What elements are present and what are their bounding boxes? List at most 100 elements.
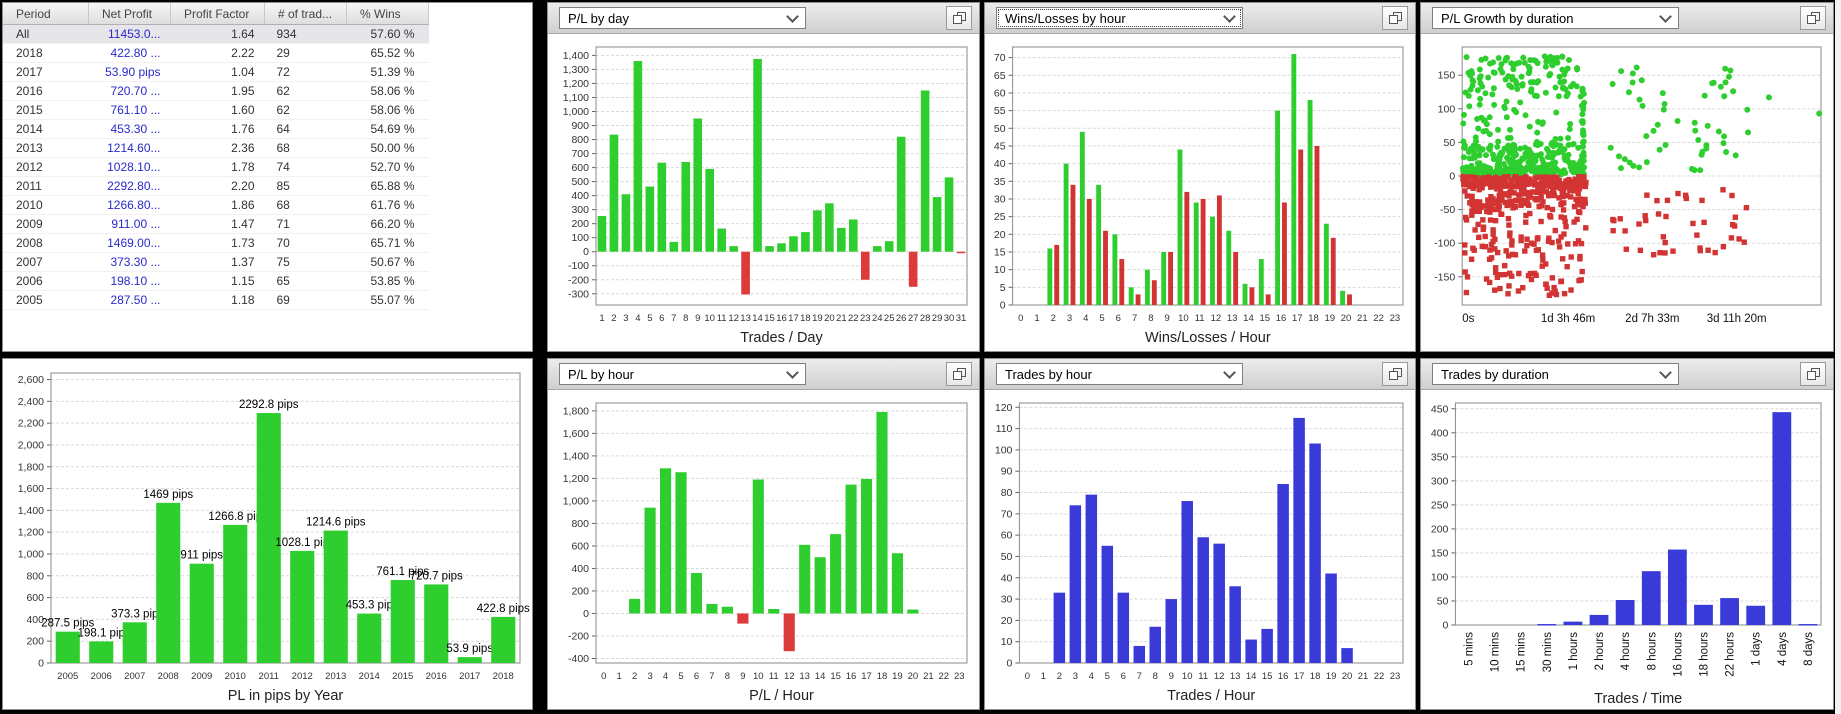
column-header[interactable]: Period <box>3 3 89 25</box>
svg-text:400: 400 <box>571 563 589 575</box>
column-header[interactable]: # of trad... <box>264 3 347 25</box>
svg-text:2010: 2010 <box>225 671 246 682</box>
svg-text:14: 14 <box>1246 671 1257 682</box>
svg-text:14: 14 <box>1243 313 1254 324</box>
table-row[interactable]: 2017 53.90 pips 1.04 72 51.39 % <box>3 62 429 82</box>
copy-chart-button[interactable] <box>1382 6 1408 30</box>
table-row[interactable]: 2013 1214.60... 2.36 68 50.00 % <box>3 138 429 158</box>
svg-text:19: 19 <box>892 671 903 682</box>
svg-text:53.9 pips: 53.9 pips <box>446 643 493 655</box>
svg-text:5: 5 <box>1099 313 1104 324</box>
svg-text:23: 23 <box>954 671 965 682</box>
column-header[interactable]: Profit Factor <box>170 3 265 25</box>
chart-type-select-trades-by-hour[interactable]: Trades by hour <box>996 363 1243 385</box>
chart-type-select-pl-by-hour[interactable]: P/L by hour <box>559 363 806 385</box>
chart-type-select-trades-by-duration[interactable]: Trades by duration <box>1432 363 1679 385</box>
svg-text:453.3 pip: 453.3 pip <box>346 600 393 612</box>
svg-text:8: 8 <box>683 313 688 324</box>
stats-table-panel: Period Net Profit Profit Factor # of trad..… <box>2 2 533 352</box>
column-header[interactable]: Net Profit <box>88 3 171 25</box>
svg-text:19: 19 <box>1326 671 1337 682</box>
svg-text:0: 0 <box>1443 620 1449 632</box>
panel-header: Trades by duration <box>1421 359 1833 390</box>
svg-text:13: 13 <box>740 313 751 324</box>
table-row[interactable]: 2010 1266.80... 1.86 68 61.76 % <box>3 195 429 215</box>
table-row[interactable]: 2007 373.30 ... 1.37 75 50.67 % <box>3 252 429 272</box>
svg-text:22 hours: 22 hours <box>1725 632 1737 677</box>
svg-text:21: 21 <box>1358 671 1369 682</box>
copy-chart-button[interactable] <box>1800 362 1826 386</box>
table-row[interactable]: 2005 287.50 ... 1.18 69 55.07 % <box>3 290 429 310</box>
svg-text:50: 50 <box>1444 137 1456 149</box>
pl-in-pips-by-year-panel: 0 200 400 600 800 1,000 1,200 1,400 1,600 1,800 2,… <box>2 358 533 710</box>
copy-chart-button[interactable] <box>1800 6 1826 30</box>
svg-text:4: 4 <box>635 313 640 324</box>
chart-type-select-pl-by-day[interactable]: P/L by day <box>559 7 806 29</box>
table-row[interactable]: 2014 453.30 ... 1.76 64 54.69 % <box>3 119 429 139</box>
svg-text:911 pips: 911 pips <box>180 550 223 562</box>
pl-in-pips-by-year-chart: 0 200 400 600 800 1,000 1,200 1,400 1,600 1,800 2,… <box>3 359 532 709</box>
svg-text:2012: 2012 <box>292 671 313 682</box>
svg-text:4 hours: 4 hours <box>1620 632 1632 671</box>
panel-header: P/L by hour <box>548 359 979 390</box>
table-row[interactable]: 2016 720.70 ... 1.95 62 58.06 % <box>3 81 429 101</box>
svg-text:11: 11 <box>1195 313 1205 324</box>
svg-text:14: 14 <box>752 313 763 324</box>
svg-text:3d 11h 20m: 3d 11h 20m <box>1707 313 1767 325</box>
svg-text:400: 400 <box>26 614 44 626</box>
copy-chart-button[interactable] <box>946 362 972 386</box>
svg-text:19: 19 <box>1325 313 1336 324</box>
table-row[interactable]: 2008 1469.00... 1.73 70 65.71 % <box>3 233 429 253</box>
svg-text:65: 65 <box>994 70 1006 82</box>
column-header[interactable]: % Wins <box>346 3 429 25</box>
svg-text:0: 0 <box>1449 171 1455 183</box>
svg-text:10: 10 <box>994 264 1006 276</box>
svg-text:10: 10 <box>1001 636 1013 648</box>
scrollbar[interactable] <box>1835 0 1841 714</box>
chart-type-select-pl-growth[interactable]: P/L Growth by duration <box>1432 7 1679 29</box>
svg-text:23: 23 <box>860 313 871 324</box>
table-row[interactable]: 2006 198.10 ... 1.15 65 53.85 % <box>3 271 429 291</box>
svg-text:Trades / Hour: Trades / Hour <box>1167 688 1255 704</box>
copy-chart-button[interactable] <box>1382 362 1408 386</box>
svg-text:22: 22 <box>848 313 859 324</box>
svg-text:1214.6 pips: 1214.6 pips <box>306 517 366 529</box>
table-row[interactable]: 2018 422.80 ... 2.22 29 65.52 % <box>3 43 429 63</box>
panel-header: Trades by hour <box>985 359 1415 390</box>
svg-text:120: 120 <box>995 402 1013 414</box>
svg-text:1,800: 1,800 <box>18 461 44 473</box>
svg-text:800: 800 <box>571 134 589 146</box>
svg-text:30: 30 <box>944 313 955 324</box>
table-row[interactable]: 2012 1028.10... 1.78 74 52.70 % <box>3 157 429 177</box>
copy-icon <box>953 12 966 24</box>
svg-text:25: 25 <box>884 313 895 324</box>
svg-text:40: 40 <box>994 158 1006 170</box>
table-header-row[interactable]: Period Net Profit Profit Factor # of trad..… <box>3 3 429 25</box>
table-row[interactable]: 2011 2292.80... 2.20 85 65.88 % <box>3 176 429 196</box>
svg-text:80: 80 <box>1001 487 1013 499</box>
svg-text:1: 1 <box>617 671 622 682</box>
svg-text:15: 15 <box>1259 313 1270 324</box>
svg-text:9: 9 <box>695 313 700 324</box>
svg-text:15: 15 <box>830 671 841 682</box>
svg-text:7: 7 <box>671 313 676 324</box>
svg-text:2014: 2014 <box>359 671 380 682</box>
svg-text:1,400: 1,400 <box>563 50 589 62</box>
table-row[interactable]: 2009 911.00 ... 1.47 71 66.20 % <box>3 214 429 234</box>
copy-chart-button[interactable] <box>946 6 972 30</box>
svg-text:Trades / Time: Trades / Time <box>1594 691 1682 707</box>
svg-text:7: 7 <box>709 671 714 682</box>
table-row[interactable]: 2015 761.10 ... 1.60 62 58.06 % <box>3 100 429 120</box>
table-row[interactable]: All 11453.0... 1.64 934 57.60 % <box>3 24 429 44</box>
svg-text:21: 21 <box>1357 313 1368 324</box>
svg-text:300: 300 <box>1431 475 1449 487</box>
svg-text:9: 9 <box>1164 313 1169 324</box>
copy-icon <box>953 368 966 380</box>
svg-text:720.7 pips: 720.7 pips <box>410 570 463 582</box>
svg-text:18: 18 <box>877 671 888 682</box>
chart-type-select-wins-losses[interactable]: Wins/Losses by hour <box>996 7 1243 29</box>
svg-text:3: 3 <box>623 313 628 324</box>
svg-text:1,400: 1,400 <box>18 505 44 517</box>
svg-text:200: 200 <box>571 585 589 597</box>
svg-text:20: 20 <box>824 313 835 324</box>
